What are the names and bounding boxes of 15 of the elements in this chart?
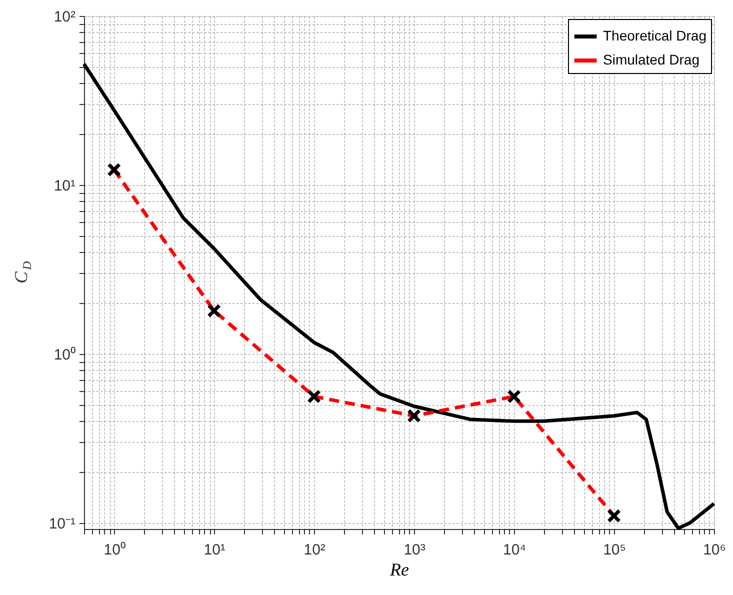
x-tick-label: 10⁴ bbox=[502, 542, 526, 558]
y-tick-label: 10² bbox=[54, 8, 76, 26]
y-tick-label: 10⁰ bbox=[54, 346, 76, 364]
x-tick-label: 10⁰ bbox=[104, 542, 126, 558]
legend-label: Simulated Drag bbox=[603, 52, 700, 68]
y-tick-label: 10¹ bbox=[54, 177, 76, 194]
x-tick-label: 10² bbox=[304, 542, 326, 558]
x-tick-label: 10³ bbox=[404, 542, 426, 558]
x-axis-title: Re bbox=[389, 560, 410, 580]
legend-label: Theoretical Drag bbox=[603, 28, 706, 44]
x-tick-label: 10⁵ bbox=[603, 542, 626, 558]
y-tick-label: 10⁻¹ bbox=[48, 515, 76, 532]
x-tick-label: 10⁶ bbox=[703, 542, 726, 558]
y-axis-title: CD bbox=[11, 260, 34, 284]
x-tick-label: 10¹ bbox=[204, 542, 226, 558]
